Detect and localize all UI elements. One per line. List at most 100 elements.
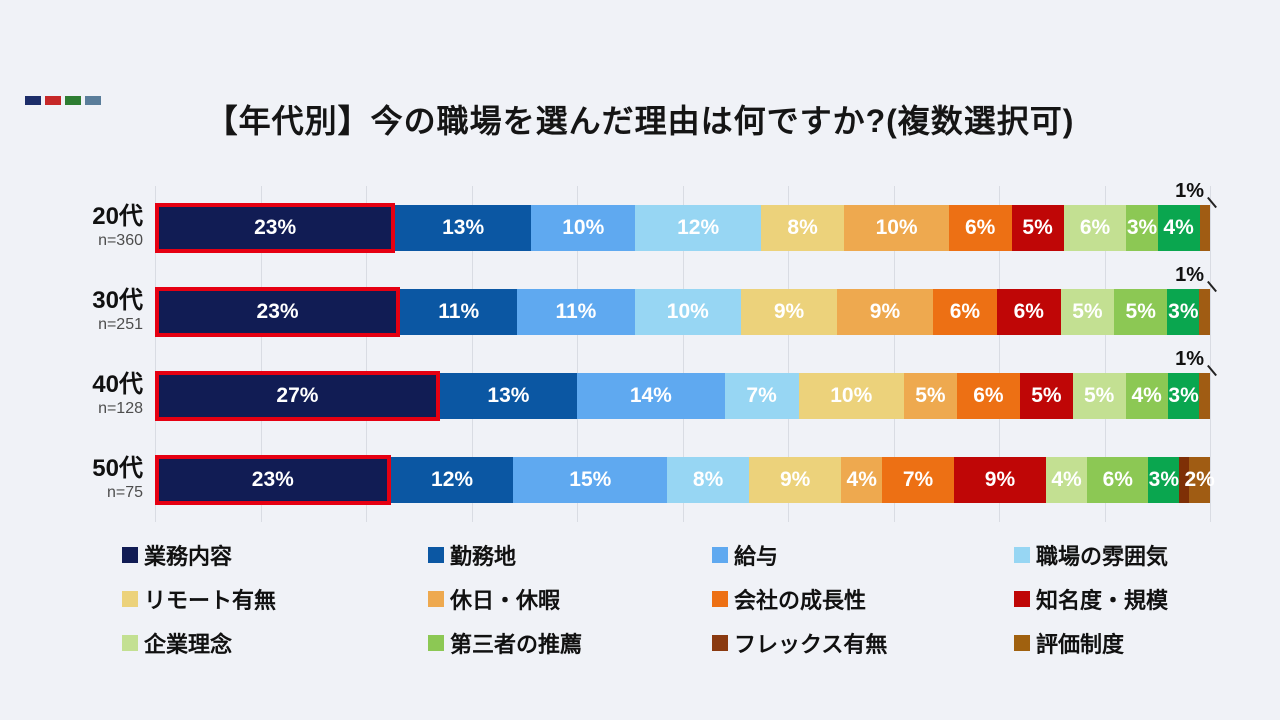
bar-segment: 6%	[1063, 205, 1127, 251]
segment-value-label: 7%	[902, 468, 934, 491]
plot-area: 23% 13% 10% 12% 8% 10% 6% 5% 6% 3% 4% 1% 23% 11% 11% 10…	[155, 180, 1215, 522]
legend-label: 給与	[734, 543, 779, 569]
legend-swatch	[712, 590, 728, 607]
sample-size-label: n=251	[98, 315, 143, 333]
segment-value-label: 4%	[1131, 384, 1162, 407]
legend: 業務内容 勤務地 給与 職場の雰囲気 リモート有無 休日・休暇 会社の成長性 知名度・規模 企業…	[122, 540, 1210, 657]
segment-value-label: 12%	[677, 216, 720, 239]
legend-label: 会社の成長性	[734, 587, 867, 613]
bar-segment: 5%	[904, 373, 957, 419]
legend-item: 第三者の推薦	[428, 628, 712, 657]
segment-value-label: 10%	[875, 216, 918, 239]
gridline	[366, 186, 367, 522]
segment-value-label: 5%	[1022, 216, 1053, 239]
bar-segment: 15%	[513, 457, 668, 503]
bar-segment: 9%	[749, 457, 842, 503]
bar-segment: 5%	[1060, 289, 1115, 335]
bar-segment: 4%	[1046, 457, 1088, 503]
segment-value-label: 5%	[1125, 300, 1156, 323]
segment-value-label: 10%	[562, 216, 605, 239]
bar-segment: 10%	[531, 205, 636, 251]
bar-segment: 6%	[1087, 457, 1149, 503]
segment-value-label: 6%	[964, 216, 996, 239]
segment-value-label: 8%	[787, 216, 818, 239]
segment-value-label: 4%	[1163, 216, 1194, 239]
segment-value-label: 13%	[487, 384, 530, 407]
legend-label: 勤務地	[450, 543, 517, 569]
stacked-bar: 27% 13% 14% 7% 10% 5% 6% 5% 5% 4% 3% 1%	[155, 348, 1210, 421]
age-group-label: 50代	[92, 455, 143, 483]
bar-segment: 13%	[395, 205, 532, 251]
segment-value-label: 9%	[869, 300, 901, 323]
legend-item: 知名度・規模	[1014, 584, 1210, 613]
bar-segment: 11%	[400, 289, 518, 335]
bar-segment: 4%	[1157, 205, 1200, 251]
bar-segment: 23%	[155, 203, 396, 253]
bar-segment: 8%	[760, 205, 845, 251]
bar-segment: 4%	[1125, 373, 1168, 419]
segment-value-label: 4%	[1051, 468, 1082, 491]
segment-value-label: 3%	[1126, 216, 1158, 239]
segment-value-label: 6%	[973, 384, 1004, 407]
chart-row: 23% 11% 11% 10% 9% 9% 6% 6% 5% 5% 3% 1%	[155, 264, 1210, 354]
segment-value-label: 6%	[949, 300, 981, 323]
stacked-bar-chart: 20代 n=360 30代 n=251 40代 n=128 50代 n=75 23% 13% 10…	[0, 180, 1280, 522]
bar-segment: 13%	[439, 373, 577, 419]
legend-item: 給与	[712, 540, 1014, 569]
legend-item: 評価制度	[1014, 628, 1210, 657]
gridline	[682, 186, 684, 522]
outside-value-callout: 1%	[1175, 264, 1204, 286]
bar-segment: 9%	[741, 289, 837, 335]
sample-size-label: n=128	[98, 399, 143, 417]
segment-value-label: 11%	[438, 300, 480, 323]
stacked-bar: 23% 12% 15% 8% 9% 4% 7% 9% 4% 6% 3% 2%	[155, 455, 1215, 505]
segment-value-label: 3%	[1148, 468, 1180, 491]
segment-value-label: 15%	[569, 468, 612, 491]
sample-size-label: n=360	[98, 231, 143, 249]
legend-label: 第三者の推薦	[450, 631, 583, 657]
row-label: 40代 n=128	[70, 354, 155, 438]
legend-swatch	[122, 634, 138, 651]
legend-item: 休日・休暇	[428, 584, 712, 613]
bar-segment: 27%	[155, 371, 440, 421]
age-group-label: 30代	[92, 287, 143, 315]
segment-value-label: 11%	[555, 300, 597, 323]
bar-segment: 2%	[1185, 457, 1215, 503]
segment-value-label: 5%	[1031, 384, 1062, 407]
bar-segment: 6%	[948, 205, 1012, 251]
segment-value-label: 6%	[1013, 300, 1044, 323]
bar-segment	[1199, 289, 1210, 335]
legend-item: 業務内容	[122, 540, 428, 569]
legend-swatch	[428, 634, 444, 651]
legend-item: フレックス有無	[712, 628, 1014, 657]
legend-swatch	[1014, 546, 1030, 563]
stacked-bar: 23% 11% 11% 10% 9% 9% 6% 6% 5% 5% 3% 1%	[155, 264, 1210, 337]
segment-value-label: 5%	[915, 384, 946, 407]
age-group-labels: 20代 n=360 30代 n=251 40代 n=128 50代 n=75	[70, 186, 155, 522]
segment-value-label: 9%	[984, 468, 1016, 491]
bar-segment	[1179, 457, 1190, 503]
bar-segment: 11%	[517, 289, 635, 335]
row-label: 50代 n=75	[70, 438, 155, 522]
legend-swatch	[428, 546, 444, 563]
segment-value-label: 3%	[1168, 384, 1199, 407]
bar-segment: 9%	[837, 289, 933, 335]
bar-segment: 14%	[576, 373, 725, 419]
segment-value-label: 6%	[1102, 468, 1133, 491]
segment-value-label: 23%	[256, 300, 299, 323]
bar-segment: 4%	[841, 457, 883, 503]
row-label: 30代 n=251	[70, 270, 155, 354]
legend-label: 評価制度	[1036, 631, 1125, 657]
bar-segment: 9%	[953, 457, 1047, 503]
legend-swatch	[428, 590, 444, 607]
legend-swatch	[1014, 634, 1030, 651]
segment-value-label: 23%	[254, 216, 297, 239]
gridline	[1210, 186, 1211, 522]
bar-segment	[1199, 373, 1210, 419]
gridline	[260, 186, 262, 522]
gridline	[893, 186, 895, 522]
legend-label: 企業理念	[144, 631, 233, 657]
gridlines	[155, 186, 1211, 522]
segment-value-label: 10%	[830, 384, 873, 407]
age-group-label: 20代	[92, 203, 143, 231]
